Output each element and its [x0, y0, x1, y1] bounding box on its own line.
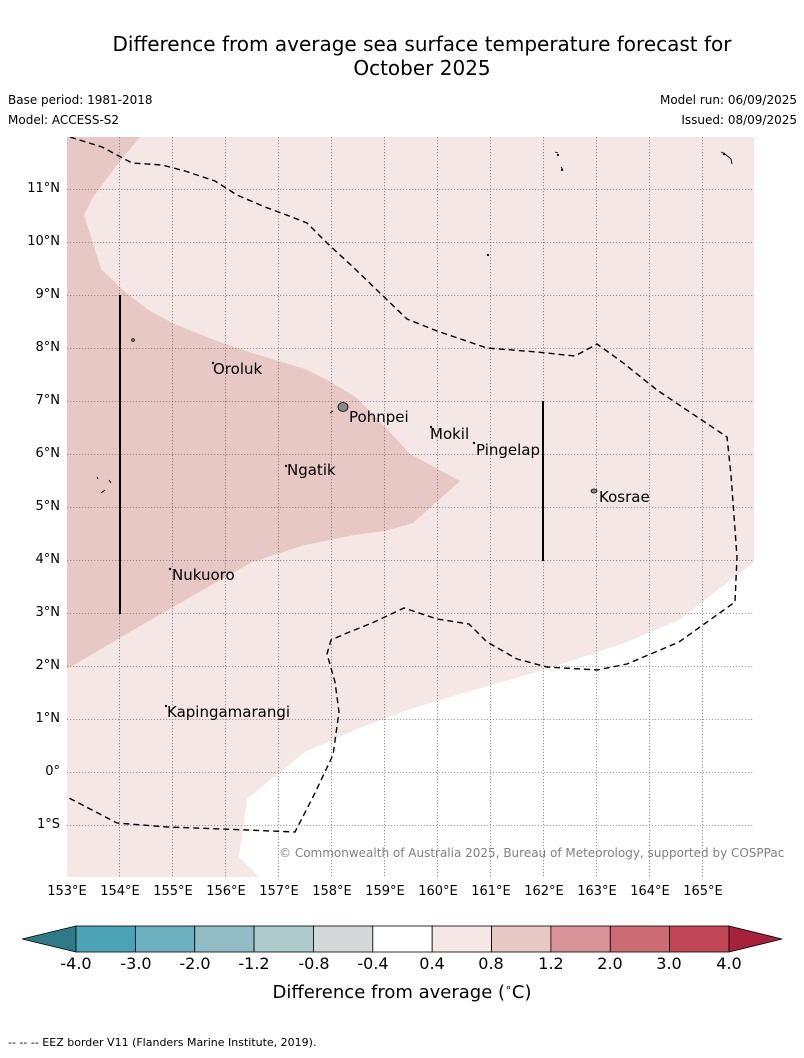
colorbar-extend-low	[21, 925, 77, 953]
lat-label: 0°	[45, 764, 60, 779]
lon-label: 154°E	[100, 884, 140, 899]
lon-label: 162°E	[524, 884, 564, 899]
eez-border	[67, 137, 738, 833]
sst-map	[67, 137, 754, 877]
colorbar-tick: 0.4	[419, 954, 445, 973]
lon-label: 158°E	[312, 884, 352, 899]
lon-label: 157°E	[259, 884, 299, 899]
lat-label: 11°N	[27, 181, 60, 196]
eez-legend-note: -- -- -- EEZ border V11 (Flanders Marine…	[8, 1036, 317, 1049]
colorbar-tick: -2.0	[179, 954, 211, 973]
copyright-notice: © Commonwealth of Australia 2025, Bureau…	[279, 846, 785, 860]
colorbar-extend-high	[728, 925, 783, 953]
anomaly-region-medium	[67, 137, 460, 669]
place-label-kosrae: Kosrae	[599, 488, 650, 506]
lat-label: 8°N	[35, 340, 61, 355]
issued-date: Issued: 08/09/2025	[681, 113, 797, 127]
lon-label: 165°E	[683, 884, 723, 899]
colorbar-segment	[609, 925, 671, 953]
kosrae-island	[590, 488, 598, 494]
lat-label: 10°N	[27, 234, 60, 249]
lat-label: 4°N	[35, 552, 61, 567]
colorbar-segment	[491, 925, 552, 953]
colorbar-segment	[253, 925, 314, 953]
title-line-2: October 2025	[353, 56, 491, 80]
colorbar-segment	[134, 925, 196, 953]
lon-label: 160°E	[418, 884, 458, 899]
colorbar-segment	[75, 925, 136, 953]
lat-label: 5°N	[35, 499, 61, 514]
place-label-ngatik: Ngatik	[287, 461, 336, 479]
colorbar-tick: 2.0	[597, 954, 623, 973]
lat-label: 1°N	[35, 711, 61, 726]
place-label-mokil: Mokil	[430, 425, 470, 443]
colorbar-tick: -1.2	[238, 954, 270, 973]
colorbar-tick: 4.0	[716, 954, 742, 973]
lon-label: 156°E	[206, 884, 246, 899]
lat-label: 9°N	[35, 287, 61, 302]
colorbar-tick: -0.8	[298, 954, 330, 973]
place-label-kapingamarangi: Kapingamarangi	[167, 703, 291, 721]
land	[131, 152, 726, 708]
place-label-nukuoro: Nukuoro	[172, 566, 235, 584]
model-run: Model run: 06/09/2025	[659, 93, 797, 107]
model-name: Model: ACCESS-S2	[8, 113, 120, 127]
title-line-1: Difference from average sea surface temp…	[112, 32, 732, 56]
colorbar-segment	[669, 925, 730, 953]
colorbar-segment	[550, 925, 611, 953]
lon-label: 153°E	[47, 884, 87, 899]
colorbar	[21, 924, 784, 954]
colorbar-label: Difference from average (∘C)	[272, 981, 532, 1003]
lon-label: 155°E	[153, 884, 193, 899]
lon-label: 164°E	[630, 884, 670, 899]
base-period: Base period: 1981-2018	[8, 93, 153, 107]
lat-label: 3°N	[35, 605, 61, 620]
colorbar-tick: -4.0	[60, 954, 92, 973]
place-label-pohnpei: Pohnpei	[349, 408, 409, 426]
place-label-pingelap: Pingelap	[476, 441, 541, 459]
colorbar-segment	[194, 925, 255, 953]
lon-label: 163°E	[577, 884, 617, 899]
lat-label: 2°N	[35, 658, 61, 673]
colorbar-segment	[431, 925, 492, 953]
lat-label: 7°N	[35, 393, 61, 408]
lat-label: 1°S	[36, 817, 60, 832]
place-label-oroluk: Oroluk	[213, 360, 263, 378]
pohnpei-island	[337, 402, 349, 412]
colorbar-tick: 3.0	[656, 954, 682, 973]
colorbar-tick: -3.0	[120, 954, 152, 973]
colorbar-tick: 0.8	[478, 954, 504, 973]
atoll-outlines	[96, 151, 733, 494]
lon-label: 161°E	[471, 884, 511, 899]
colorbar-segment	[313, 925, 374, 953]
colorbar-segment	[372, 925, 433, 953]
map-title: Difference from average sea surface temp…	[0, 32, 804, 80]
colorbar-tick: 1.2	[538, 954, 564, 973]
lon-label: 159°E	[365, 884, 405, 899]
lat-label: 6°N	[35, 446, 61, 461]
colorbar-tick: -0.4	[357, 954, 389, 973]
